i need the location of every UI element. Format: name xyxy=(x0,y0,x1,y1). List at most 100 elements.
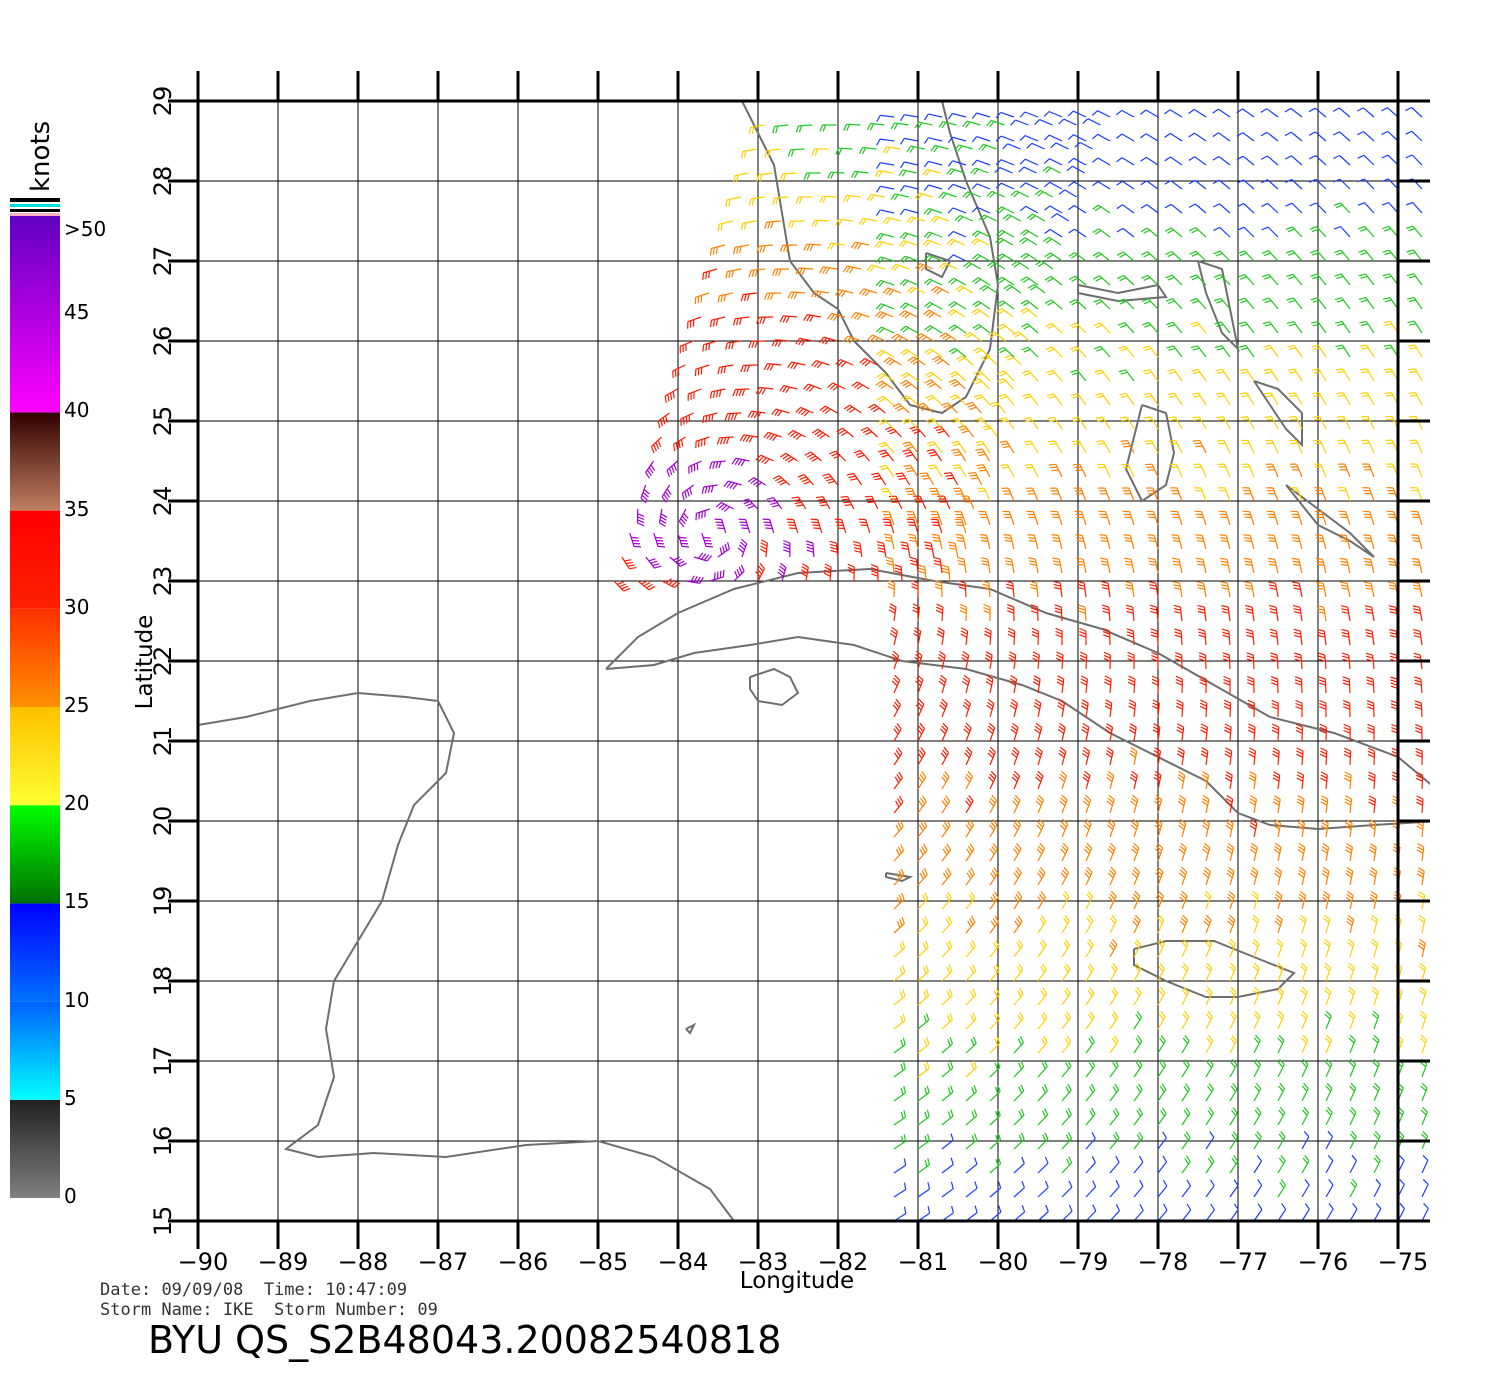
wind-barb xyxy=(1032,651,1040,670)
wind-barb xyxy=(1043,110,1063,118)
wind-barb xyxy=(1383,344,1399,358)
wind-barb xyxy=(725,268,742,279)
date-label: Date: xyxy=(100,1280,152,1300)
wind-barb xyxy=(893,941,906,958)
wind-barb xyxy=(1253,1107,1262,1126)
wind-barb xyxy=(944,472,959,486)
wind-barb xyxy=(1276,962,1284,982)
wind-barb xyxy=(923,231,943,239)
wind-barb xyxy=(1177,770,1186,790)
wind-barb xyxy=(1121,487,1135,502)
wind-barb xyxy=(733,564,745,582)
colorbar-segment xyxy=(10,903,60,1002)
longitude-tick-label: −90 xyxy=(178,1248,229,1276)
wind-barb xyxy=(899,302,919,310)
wind-barb xyxy=(1325,1179,1334,1198)
wind-barb xyxy=(1368,819,1377,838)
wind-barb xyxy=(819,405,838,415)
wind-barb xyxy=(1205,1179,1215,1198)
wind-barb xyxy=(901,418,919,430)
wind-barb xyxy=(1082,118,1101,126)
wind-barb xyxy=(1144,440,1159,454)
wind-barb xyxy=(1101,604,1111,622)
wind-barb xyxy=(738,518,751,534)
wind-barb xyxy=(1164,227,1183,238)
wind-barb xyxy=(917,795,927,814)
wind-barb xyxy=(1310,297,1327,310)
wind-barb xyxy=(829,540,839,558)
wind-barb xyxy=(1152,699,1160,718)
wind-barb xyxy=(941,1157,954,1174)
wind-barb xyxy=(888,495,903,510)
wind-barb xyxy=(1362,487,1375,502)
wind-barb xyxy=(1085,890,1094,910)
wind-barb xyxy=(972,347,991,358)
wind-barb xyxy=(1020,299,1039,310)
wind-barb xyxy=(1316,581,1327,598)
wind-barb xyxy=(958,580,967,598)
wind-barb xyxy=(1273,866,1283,886)
wind-barb xyxy=(1074,510,1087,526)
wind-barb xyxy=(1324,1034,1333,1054)
wind-barb xyxy=(1237,226,1255,238)
wind-barb xyxy=(1022,393,1039,406)
wind-barb xyxy=(1119,416,1135,430)
wind-barb xyxy=(917,892,929,910)
wind-barb xyxy=(913,626,922,646)
wind-barb xyxy=(866,193,885,202)
wind-barb xyxy=(1319,747,1328,766)
wind-barb xyxy=(1181,1107,1191,1126)
wind-barb xyxy=(771,408,790,417)
colorbar-label: 5 xyxy=(64,1085,77,1110)
wind-barb xyxy=(946,168,965,176)
wind-barb xyxy=(1223,699,1232,718)
wind-barb xyxy=(900,541,911,558)
wind-barb xyxy=(1409,439,1423,454)
wind-barb xyxy=(1274,914,1283,934)
wind-barb xyxy=(989,1036,1001,1054)
latitude-tick-label: 24 xyxy=(149,486,177,517)
wind-barb xyxy=(771,339,790,347)
wind-barb xyxy=(1037,1011,1048,1030)
wind-barb xyxy=(1057,722,1066,742)
latitude-tick-label: 28 xyxy=(149,166,177,197)
latitude-tick-label: 19 xyxy=(149,886,177,917)
longitude-tick-label: −81 xyxy=(898,1248,949,1276)
wind-barb xyxy=(997,370,1015,382)
wind-barb xyxy=(748,124,765,135)
wind-barb xyxy=(1181,1179,1192,1198)
wind-barb xyxy=(1246,652,1255,670)
wind-barb xyxy=(982,580,991,598)
wind-barb xyxy=(714,518,727,534)
wind-barb xyxy=(657,412,670,429)
wind-barb xyxy=(1344,795,1353,814)
wind-barb xyxy=(893,820,904,838)
wind-barb xyxy=(1061,1180,1073,1198)
wind-barb xyxy=(1128,699,1137,718)
colorbar-segment xyxy=(10,707,60,806)
wind-barb xyxy=(882,511,895,526)
wind-barb xyxy=(925,417,943,430)
wind-barb xyxy=(681,484,695,501)
wind-barb xyxy=(1055,627,1063,646)
wind-barb xyxy=(984,651,993,670)
wind-barb xyxy=(1045,346,1063,358)
wind-barb xyxy=(1224,723,1232,742)
longitude-tick-label: −76 xyxy=(1298,1248,1349,1276)
latitude-tick-label: 29 xyxy=(149,86,177,117)
wind-barb xyxy=(1286,273,1303,286)
wind-barb xyxy=(1106,770,1115,790)
wind-barb xyxy=(1075,534,1087,550)
wind-barb xyxy=(1364,581,1375,598)
wind-barb xyxy=(1037,1035,1048,1054)
wind-barb xyxy=(887,579,896,598)
wind-barb xyxy=(1020,229,1039,238)
wind-barb xyxy=(989,891,999,910)
wind-barb xyxy=(1366,676,1375,694)
wind-barb xyxy=(1285,202,1303,214)
wind-barb xyxy=(1313,463,1327,478)
wind-barb xyxy=(1105,746,1114,766)
wind-barb xyxy=(882,518,895,534)
wind-barb xyxy=(1344,819,1353,838)
wind-barb xyxy=(1236,179,1255,190)
